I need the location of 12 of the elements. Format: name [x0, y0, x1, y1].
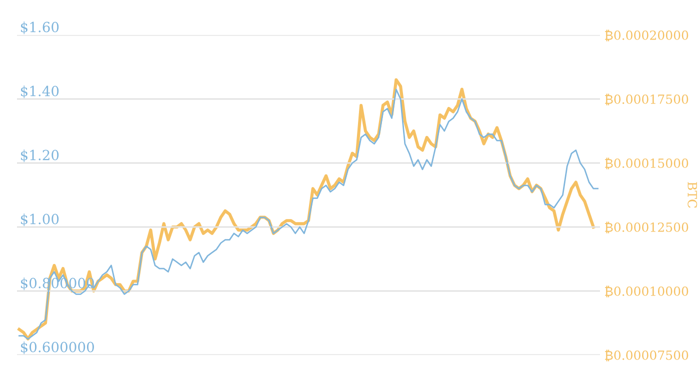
y2-tick-label: ₿0.00007500 [605, 350, 688, 362]
y2-axis-title: BTC [688, 182, 698, 208]
y-tick-label: $0.600000 [20, 342, 94, 354]
y-tick-label: $1.40 [20, 86, 59, 98]
y2-tick-label: ₿0.00017500 [605, 94, 688, 106]
y-tick-label: $1.00 [20, 214, 59, 226]
y-tick-label: $1.20 [20, 150, 59, 162]
y2-tick-label: ₿0.00012500 [605, 222, 688, 234]
y2-tick-label: ₿0.00010000 [605, 286, 688, 298]
y-tick-label: $1.60 [20, 22, 59, 34]
y2-tick-label: ₿0.00020000 [605, 30, 688, 42]
y2-tick-label: ₿0.00015000 [605, 158, 688, 170]
